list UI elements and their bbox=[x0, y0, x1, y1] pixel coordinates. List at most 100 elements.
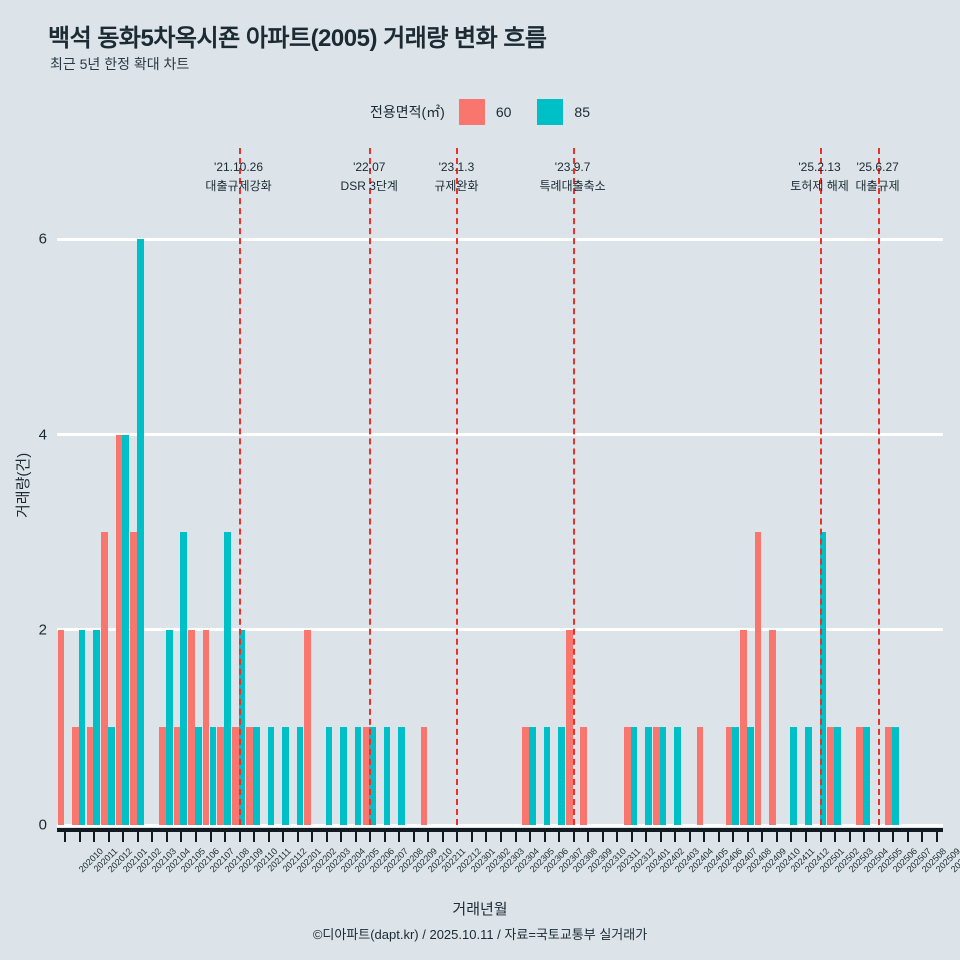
bar-202404-85[interactable] bbox=[674, 727, 681, 825]
bar-202406-60[interactable] bbox=[696, 727, 704, 825]
bar-202102-60[interactable] bbox=[115, 434, 123, 825]
annotation-date: '23.1.3 bbox=[438, 160, 475, 174]
bar-202010-60[interactable] bbox=[57, 629, 65, 825]
bar-202309-60[interactable] bbox=[565, 629, 573, 825]
x-tick-202112 bbox=[267, 828, 270, 842]
bar-202505-85[interactable] bbox=[863, 727, 870, 825]
bar-202109-60[interactable] bbox=[217, 727, 225, 825]
bar-202111-60[interactable] bbox=[246, 727, 254, 825]
x-tick-202211 bbox=[427, 828, 430, 842]
bar-202110-60[interactable] bbox=[231, 727, 239, 825]
bar-202103-85[interactable] bbox=[136, 239, 144, 825]
bar-202409-85[interactable] bbox=[746, 727, 754, 825]
bar-202011-85[interactable] bbox=[78, 629, 86, 825]
bar-202307-85[interactable] bbox=[543, 727, 551, 825]
legend-label-60: 60 bbox=[495, 104, 512, 120]
bar-202105-60[interactable] bbox=[159, 727, 166, 825]
x-tick-202508 bbox=[906, 828, 909, 842]
bar-202202-85[interactable] bbox=[296, 727, 304, 825]
y-tick-label-6: 6 bbox=[38, 230, 47, 248]
bar-202401-85[interactable] bbox=[630, 727, 638, 825]
bar-202108-60[interactable] bbox=[202, 629, 210, 825]
bar-202403-60[interactable] bbox=[653, 727, 660, 825]
bar-202208-85[interactable] bbox=[383, 727, 391, 825]
bar-202505-60[interactable] bbox=[856, 727, 864, 825]
x-tick-202011 bbox=[78, 828, 81, 842]
bar-202206-85[interactable] bbox=[354, 727, 362, 825]
bar-202111-85[interactable] bbox=[253, 727, 260, 825]
legend-title: 전용면적(㎡) bbox=[369, 104, 445, 120]
page-title: 백석 동화5차옥시죤 아파트(2005) 거래량 변화 흐름 bbox=[48, 25, 547, 52]
x-tick-202304 bbox=[500, 828, 502, 842]
x-tick-202205 bbox=[340, 828, 343, 842]
bar-202501-85[interactable] bbox=[805, 727, 812, 825]
annotation-date: '25.2.13 bbox=[798, 160, 841, 174]
x-tick-202305 bbox=[514, 828, 517, 842]
bar-202401-60[interactable] bbox=[624, 727, 631, 825]
x-tick-202405 bbox=[688, 828, 691, 842]
bar-202411-60[interactable] bbox=[769, 629, 776, 825]
annotation-202207: '22.07 DSR 3단계 bbox=[341, 158, 398, 196]
bar-202306-85[interactable] bbox=[529, 727, 536, 825]
bar-202412-85[interactable] bbox=[790, 727, 798, 825]
bar-202110-85[interactable] bbox=[238, 629, 246, 825]
bar-202201-85[interactable] bbox=[282, 727, 289, 825]
bar-202503-60[interactable] bbox=[827, 727, 835, 825]
bar-202211-60[interactable] bbox=[420, 727, 428, 825]
gridline-6 bbox=[57, 237, 943, 241]
x-tick-202507 bbox=[892, 828, 895, 842]
bar-202105-85[interactable] bbox=[165, 629, 173, 825]
bar-202410-60[interactable] bbox=[754, 532, 762, 825]
bar-202101-85[interactable] bbox=[107, 727, 115, 825]
annotation-date: '22.07 bbox=[353, 160, 386, 174]
y-tick-label-2: 2 bbox=[38, 621, 47, 639]
x-tick-202311 bbox=[601, 828, 604, 842]
x-tick-202401 bbox=[630, 828, 633, 842]
bar-202308-85[interactable] bbox=[558, 727, 565, 825]
x-tick-202310 bbox=[587, 828, 590, 842]
bar-202408-85[interactable] bbox=[732, 727, 740, 825]
bar-202207-60[interactable] bbox=[362, 727, 370, 825]
bar-202011-60[interactable] bbox=[72, 727, 79, 825]
annotation-label: 규제완화 bbox=[434, 179, 479, 193]
bar-202106-60[interactable] bbox=[173, 727, 181, 825]
bar-202502-85[interactable] bbox=[819, 532, 827, 825]
bar-202503-85[interactable] bbox=[834, 727, 841, 825]
x-tick-202503 bbox=[834, 828, 837, 842]
bar-202209-85[interactable] bbox=[398, 727, 405, 825]
bar-202107-85[interactable] bbox=[194, 727, 202, 825]
x-tick-202102 bbox=[122, 828, 125, 842]
chart-legend: 전용면적(㎡) 60 85 bbox=[0, 99, 960, 125]
bar-202204-85[interactable] bbox=[325, 727, 333, 825]
bar-202205-85[interactable] bbox=[340, 727, 347, 825]
bar-202012-85[interactable] bbox=[93, 629, 100, 825]
bar-202306-60[interactable] bbox=[522, 727, 530, 825]
y-axis-label: 거래량(건) bbox=[15, 452, 32, 518]
x-tick-202505 bbox=[863, 828, 866, 842]
x-tick-202012 bbox=[93, 828, 96, 842]
bar-202109-85[interactable] bbox=[224, 532, 231, 825]
gridline-0 bbox=[57, 823, 943, 827]
bar-202106-85[interactable] bbox=[180, 532, 188, 825]
footer-credit: ©디아파트(dapt.kr) / 2025.10.11 / 자료=국토교통부 실… bbox=[312, 927, 648, 942]
bar-202102-85[interactable] bbox=[122, 434, 130, 825]
bar-202012-60[interactable] bbox=[86, 727, 94, 825]
bar-202207-85[interactable] bbox=[369, 727, 376, 825]
bar-202112-85[interactable] bbox=[267, 727, 275, 825]
x-tick-202101 bbox=[107, 828, 110, 842]
bar-202402-85[interactable] bbox=[645, 727, 652, 825]
bar-202507-85[interactable] bbox=[892, 727, 899, 825]
bar-202203-60[interactable] bbox=[304, 629, 312, 825]
bar-202403-85[interactable] bbox=[659, 727, 667, 825]
bar-202108-85[interactable] bbox=[209, 727, 217, 825]
bar-202409-60[interactable] bbox=[740, 629, 747, 825]
bar-202310-60[interactable] bbox=[580, 727, 588, 825]
bar-202408-60[interactable] bbox=[725, 727, 733, 825]
x-tick-202302 bbox=[470, 828, 473, 842]
x-tick-202308 bbox=[558, 828, 561, 842]
bar-202103-60[interactable] bbox=[130, 532, 137, 825]
bar-202107-60[interactable] bbox=[188, 629, 195, 825]
x-tick-202510 bbox=[935, 828, 938, 842]
bar-202101-60[interactable] bbox=[101, 532, 108, 825]
bar-202507-60[interactable] bbox=[885, 727, 893, 825]
